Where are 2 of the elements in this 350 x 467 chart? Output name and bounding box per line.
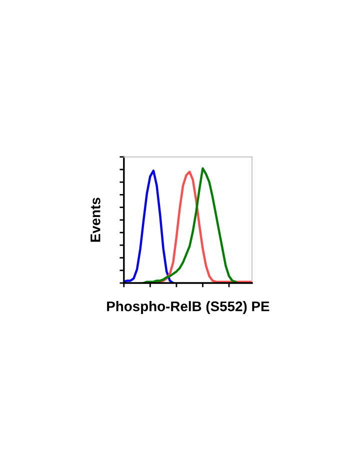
x-axis-title: Phospho-RelB (S552) PE (107, 301, 270, 314)
y-axis-title: Events (90, 198, 100, 242)
